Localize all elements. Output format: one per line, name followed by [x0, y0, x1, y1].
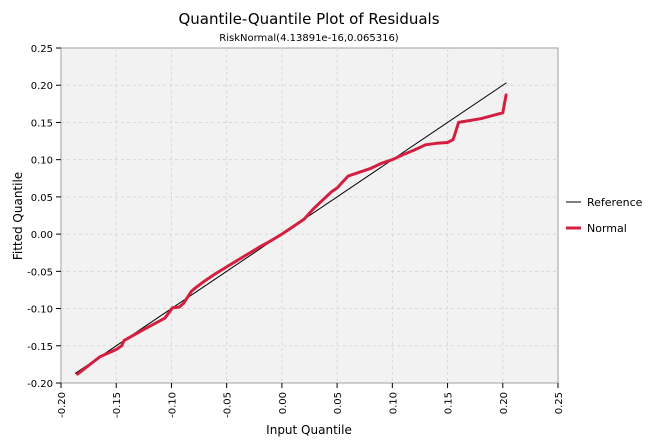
- y-tick-label: -0.05: [27, 267, 53, 278]
- y-tick-label: 0.15: [31, 118, 53, 129]
- x-tick-label: 0.25: [554, 392, 565, 414]
- x-tick-label: 0.05: [333, 392, 344, 414]
- legend: Reference Normal: [566, 196, 643, 235]
- x-tick-label: -0.05: [223, 392, 234, 418]
- legend-label-normal: Normal: [587, 222, 627, 235]
- x-tick-label: 0.20: [499, 392, 510, 414]
- y-tick-label: -0.10: [27, 305, 53, 316]
- x-tick-label: 0.10: [388, 392, 399, 414]
- x-axis-ticks: -0.20 -0.15 -0.10 -0.05 0.00 0.05 0.10 0.15 0.20…: [57, 383, 565, 418]
- x-axis-title: Input Quantile: [266, 423, 352, 437]
- y-tick-label: -0.15: [27, 342, 53, 353]
- x-tick-label: 0.15: [444, 392, 455, 414]
- y-tick-label: 0.25: [31, 44, 53, 55]
- x-tick-label: -0.10: [167, 392, 178, 418]
- y-tick-label: -0.20: [27, 379, 53, 390]
- x-tick-label: -0.20: [57, 392, 68, 418]
- x-tick-label: -0.15: [112, 392, 123, 418]
- series-layer: [74, 82, 508, 376]
- chart-subtitle: RiskNormal(4.13891e-16,0.065316): [219, 33, 399, 44]
- y-tick-label: 0.00: [31, 230, 53, 241]
- series-normal-line: [76, 93, 508, 376]
- x-tick-label: 0.00: [278, 392, 289, 414]
- grid-lines: [61, 48, 558, 383]
- y-tick-label: 0.20: [31, 81, 53, 92]
- y-tick-label: 0.05: [31, 193, 53, 204]
- y-axis-ticks: 0.25 0.20 0.15 0.10 0.05 0.00 -0.05 -0.10 -0.15 -…: [27, 44, 61, 390]
- legend-label-reference: Reference: [587, 196, 643, 209]
- y-axis-title: Fitted Quantile: [11, 172, 25, 260]
- chart-title: Quantile-Quantile Plot of Residuals: [178, 10, 439, 28]
- y-tick-label: 0.10: [31, 156, 53, 167]
